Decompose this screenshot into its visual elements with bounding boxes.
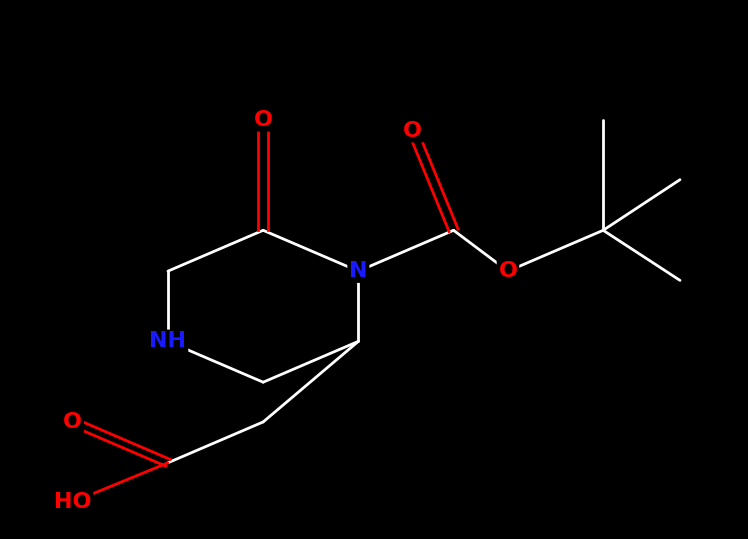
Text: HO: HO — [54, 492, 91, 512]
Text: O: O — [64, 412, 82, 432]
Text: N: N — [349, 261, 367, 281]
Text: O: O — [254, 110, 273, 130]
Text: O: O — [498, 261, 518, 281]
Text: O: O — [403, 121, 423, 141]
Text: NH: NH — [150, 331, 186, 351]
